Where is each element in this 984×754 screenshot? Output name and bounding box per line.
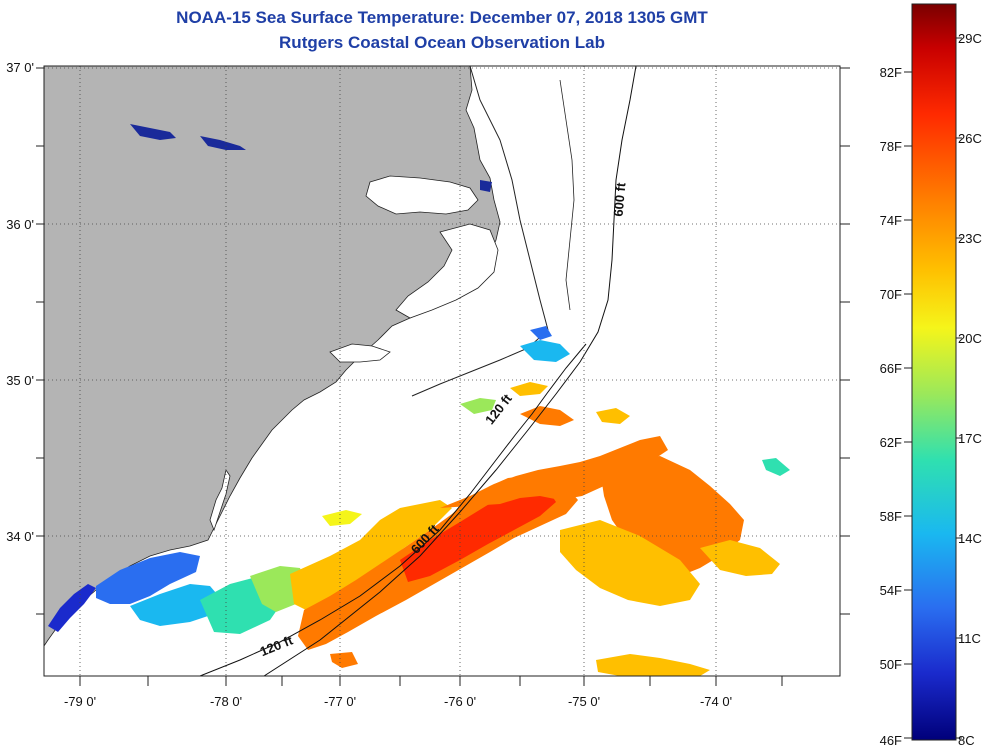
cbar-c-14: 14C <box>958 531 982 546</box>
map-title: NOAA-15 Sea Surface Temperature: Decembe… <box>176 8 708 27</box>
lon-label-79: -79 0' <box>64 694 96 709</box>
map-frame <box>43 65 841 677</box>
cbar-f-82: 82F <box>880 65 902 80</box>
cbar-c-20: 20C <box>958 331 982 346</box>
contour-120ft <box>199 343 587 676</box>
axis-ticks <box>36 67 850 686</box>
cbar-f-62: 62F <box>880 435 902 450</box>
cbar-c-17: 17C <box>958 431 982 446</box>
coast-detail <box>559 79 575 311</box>
graticule <box>44 66 840 676</box>
cbar-f-46: 46F <box>880 733 902 748</box>
lat-label-35: 35 0' <box>6 373 34 388</box>
lat-label-34: 34 0' <box>6 529 34 544</box>
albemarle-sound <box>365 175 479 215</box>
lat-label-36: 36 0' <box>6 217 34 232</box>
lake-currituck <box>480 180 492 192</box>
cbar-f-66: 66F <box>880 361 902 376</box>
colorbar <box>911 3 957 741</box>
neuse-river <box>329 343 391 363</box>
cbar-f-78: 78F <box>880 139 902 154</box>
sst-patches <box>48 326 790 676</box>
lon-label-74: -74 0' <box>700 694 732 709</box>
lat-label-37: 37 0' <box>6 60 34 75</box>
lon-label-75: -75 0' <box>568 694 600 709</box>
pamlico-sound <box>395 223 499 319</box>
contour-label-600-north: 600 ft <box>611 181 629 217</box>
lon-label-76: -76 0' <box>444 694 476 709</box>
outer-banks <box>411 66 549 397</box>
cape-fear-river <box>209 468 231 532</box>
cbar-c-26: 26C <box>958 131 982 146</box>
lake-north-2 <box>200 136 246 150</box>
cbar-f-58: 58F <box>880 509 902 524</box>
lake-north <box>130 124 176 140</box>
cbar-c-29: 29C <box>958 31 982 46</box>
cbar-f-74: 74F <box>880 213 902 228</box>
cbar-c-8: 8C <box>958 733 975 748</box>
colorbar-ticks <box>904 37 962 739</box>
cbar-f-70: 70F <box>880 287 902 302</box>
cbar-c-23: 23C <box>958 231 982 246</box>
cbar-c-11: 11C <box>958 631 981 646</box>
contour-600ft <box>263 66 637 676</box>
lon-label-77: -77 0' <box>324 694 356 709</box>
map-subtitle: Rutgers Coastal Ocean Observation Lab <box>279 33 605 52</box>
cbar-f-50: 50F <box>880 657 902 672</box>
cbar-f-54: 54F <box>880 583 902 598</box>
lon-label-78: -78 0' <box>210 694 242 709</box>
